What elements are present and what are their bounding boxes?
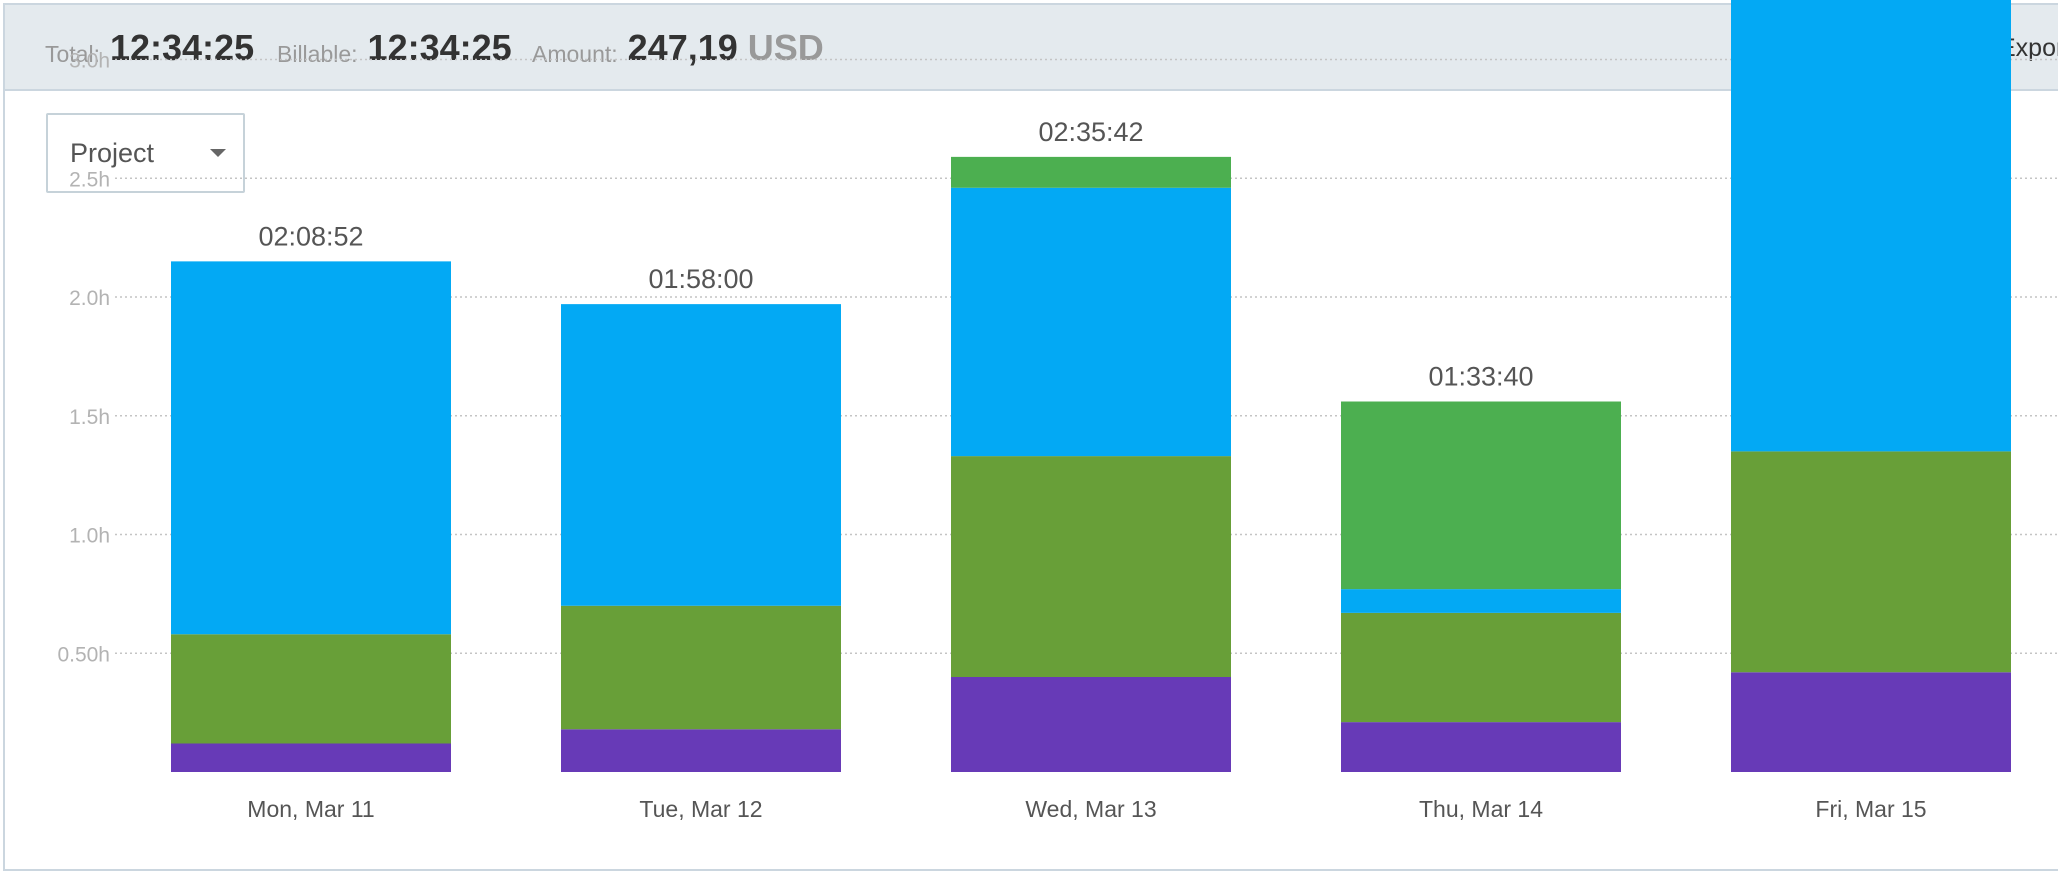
bar-segment[interactable]: [561, 304, 841, 606]
x-tick-label: Mon, Mar 11: [247, 796, 374, 822]
total-label: Total:: [45, 40, 100, 67]
y-tick-label: 2.5h: [69, 168, 110, 191]
x-axis-labels: Mon, Mar 11 Tue, Mar 12 Wed, Mar 13 Thu, Ma…: [247, 796, 1926, 822]
total-value: 12:34:25: [109, 27, 255, 68]
bar-segment[interactable]: [951, 456, 1231, 677]
bar-segment[interactable]: [951, 187, 1231, 457]
bar-segment[interactable]: [951, 677, 1231, 772]
total-summary: Total: 12:34:25: [45, 5, 254, 91]
caret-down-icon: [210, 149, 226, 157]
bar-segment[interactable]: [561, 605, 841, 730]
billable-label: Billable:: [277, 40, 358, 67]
y-tick-label: 1.0h: [69, 525, 110, 548]
bar-segment[interactable]: [1731, 451, 2011, 673]
bar-segment[interactable]: [171, 634, 451, 744]
y-tick-label: 3.0h: [69, 50, 110, 73]
x-tick-label: Thu, Mar 14: [1419, 796, 1543, 822]
group-by-value: Project: [70, 138, 155, 168]
bar-segment[interactable]: [1341, 612, 1621, 723]
bar-segment[interactable]: [1341, 722, 1621, 772]
bar-segment[interactable]: [1341, 589, 1621, 613]
bar-total-label: 02:08:52: [258, 221, 363, 251]
billable-value: 12:34:25: [367, 27, 512, 68]
amount-label: Amount:: [532, 40, 618, 67]
bar-segment[interactable]: [951, 156, 1231, 188]
bar-segment[interactable]: [1341, 401, 1621, 590]
bar-segment[interactable]: [171, 261, 451, 635]
bar-segment[interactable]: [561, 729, 841, 772]
x-tick-label: Tue, Mar 12: [639, 796, 762, 822]
bar-segment[interactable]: [1731, 0, 2011, 452]
summary-bar: Total: 12:34:25 Billable: 12:34:25 Amoun…: [5, 5, 2058, 91]
x-tick-label: Wed, Mar 13: [1025, 796, 1156, 822]
bar-total-label: 01:58:00: [648, 264, 753, 294]
amount-currency: USD: [747, 27, 824, 68]
group-by-dropdown[interactable]: Project: [46, 113, 245, 193]
bar-total-label: 02:35:42: [1038, 117, 1143, 147]
x-tick-label: Fri, Mar 15: [1815, 796, 1926, 822]
amount-value: 247,19: [627, 27, 738, 68]
y-tick-label: 0.50h: [57, 643, 110, 666]
bar-segment[interactable]: [1731, 672, 2011, 772]
amount-summary: Amount: 247,19 USD: [532, 5, 824, 91]
y-tick-label: 1.5h: [69, 406, 110, 429]
bar-segment[interactable]: [171, 743, 451, 773]
y-tick-label: 2.0h: [69, 287, 110, 310]
billable-summary: Billable: 12:34:25: [277, 5, 512, 91]
bars: [171, 0, 2011, 772]
bar-total-label: 01:33:40: [1428, 362, 1533, 392]
